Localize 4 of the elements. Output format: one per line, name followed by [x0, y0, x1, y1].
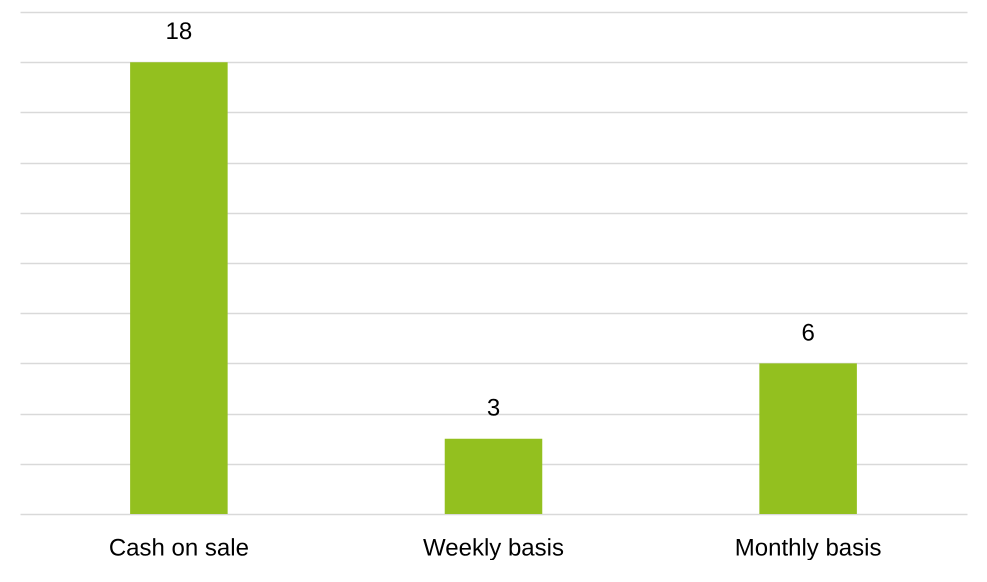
data-label: 3 [486, 394, 500, 422]
x-tick-label: Cash on sale [108, 534, 249, 562]
data-label: 6 [801, 319, 815, 346]
data-label: 18 [166, 18, 192, 46]
